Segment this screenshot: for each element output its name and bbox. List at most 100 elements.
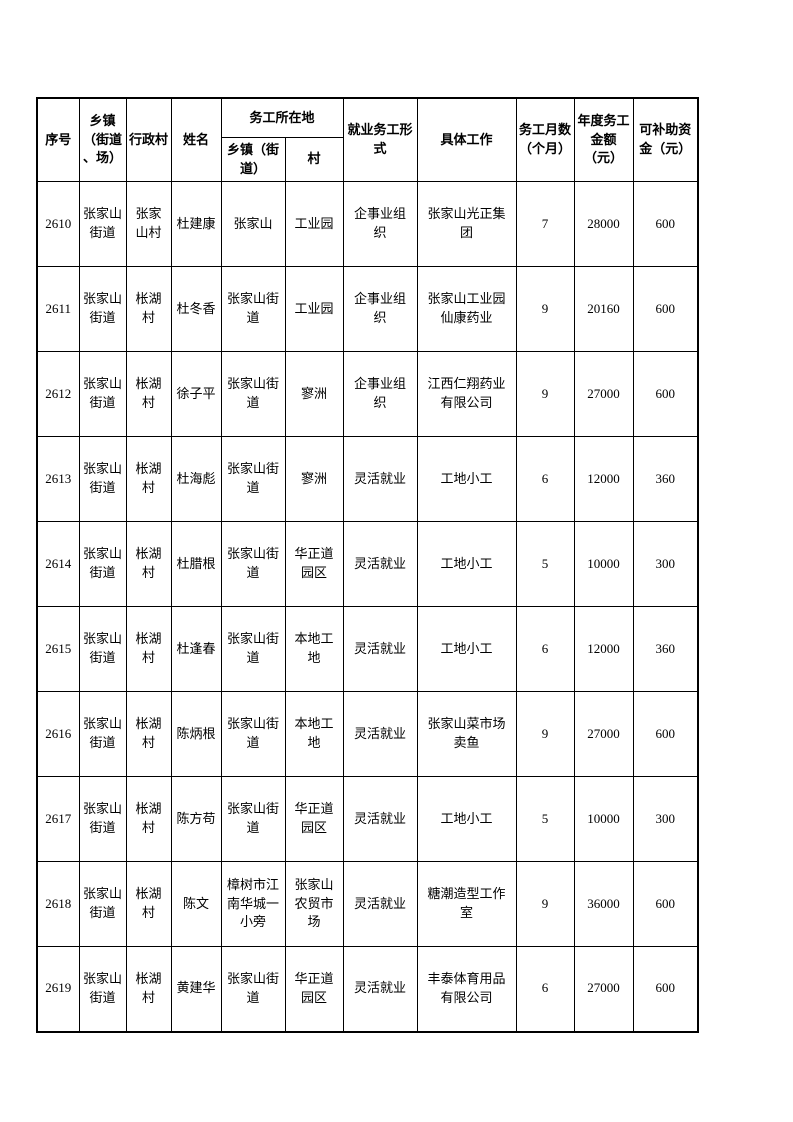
cell-months: 5 bbox=[515, 776, 575, 862]
cell-township: 张家山街道 bbox=[78, 691, 127, 777]
cell-employment-form: 灵活就业 bbox=[342, 776, 418, 862]
cell-annual-amount: 27000 bbox=[573, 691, 634, 777]
header-township: 乡镇 （街道 、场） bbox=[78, 97, 127, 182]
table-row: 2616 张家山街道 枨湖村 陈炳根 张家山街道 本地工地 灵活就业 张家山菜市场卖鱼 9 270… bbox=[36, 691, 699, 777]
cell-employment-form: 灵活就业 bbox=[342, 606, 418, 692]
cell-village: 枨湖村 bbox=[125, 946, 172, 1032]
cell-work-village: 寥洲 bbox=[284, 436, 344, 522]
cell-work-township: 张家山街道 bbox=[220, 946, 286, 1032]
table-row: 2617 张家山街道 枨湖村 陈方苟 张家山街道 华正道园区 灵活就业 工地小工 5 10000 3… bbox=[36, 776, 699, 862]
cell-seq: 2619 bbox=[36, 946, 80, 1032]
cell-employment-form: 灵活就业 bbox=[342, 946, 418, 1032]
cell-employment-form: 企事业组织 bbox=[342, 351, 418, 437]
cell-township: 张家山街道 bbox=[78, 181, 127, 267]
cell-township: 张家山街道 bbox=[78, 606, 127, 692]
cell-work-township: 张家山街道 bbox=[220, 521, 286, 607]
cell-annual-amount: 28000 bbox=[573, 181, 634, 267]
employment-subsidy-table: 序号 乡镇 （街道 、场） 行政村 姓名 务工所在地 就业务工形 式 具体工作 … bbox=[36, 97, 700, 1033]
cell-seq: 2610 bbox=[36, 181, 80, 267]
cell-work-village: 工业园 bbox=[284, 266, 344, 352]
header-village: 行政村 bbox=[125, 97, 172, 182]
cell-job: 工地小工 bbox=[416, 436, 517, 522]
cell-name: 杜冬香 bbox=[170, 266, 222, 352]
cell-work-township: 张家山街道 bbox=[220, 436, 286, 522]
cell-employment-form: 企事业组织 bbox=[342, 181, 418, 267]
header-job: 具体工作 bbox=[416, 97, 517, 182]
header-subsidy: 可补助资 金（元） bbox=[632, 97, 699, 182]
cell-name: 杜海彪 bbox=[170, 436, 222, 522]
table-row: 2613 张家山街道 枨湖村 杜海彪 张家山街道 寥洲 灵活就业 工地小工 6 12000 360 bbox=[36, 436, 699, 522]
header-name: 姓名 bbox=[170, 97, 222, 182]
cell-annual-amount: 10000 bbox=[573, 521, 634, 607]
cell-work-township: 张家山街道 bbox=[220, 351, 286, 437]
cell-job: 工地小工 bbox=[416, 606, 517, 692]
header-seq: 序号 bbox=[36, 97, 80, 182]
cell-employment-form: 灵活就业 bbox=[342, 691, 418, 777]
cell-work-township: 张家山 bbox=[220, 181, 286, 267]
cell-village: 枨湖村 bbox=[125, 776, 172, 862]
cell-employment-form: 企事业组织 bbox=[342, 266, 418, 352]
table-row: 2619 张家山街道 枨湖村 黄建华 张家山街道 华正道园区 灵活就业 丰泰体育用品有限公司 6… bbox=[36, 946, 699, 1032]
cell-village: 枨湖村 bbox=[125, 691, 172, 777]
header-work-location-group: 务工所在地 bbox=[220, 97, 344, 138]
cell-subsidy: 600 bbox=[632, 691, 699, 777]
cell-township: 张家山街道 bbox=[78, 436, 127, 522]
table-body: 2610 张家山街道 张家山村 杜建康 张家山 工业园 企事业组织 张家山光正集团 7 28000… bbox=[36, 181, 699, 1032]
header-months: 务工月数 （个月） bbox=[515, 97, 575, 182]
cell-seq: 2611 bbox=[36, 266, 80, 352]
cell-subsidy: 600 bbox=[632, 266, 699, 352]
cell-work-village: 华正道园区 bbox=[284, 776, 344, 862]
cell-employment-form: 灵活就业 bbox=[342, 521, 418, 607]
cell-work-township: 樟树市江南华城一小旁 bbox=[220, 861, 286, 947]
cell-annual-amount: 12000 bbox=[573, 436, 634, 522]
cell-work-village: 华正道园区 bbox=[284, 946, 344, 1032]
cell-village: 枨湖村 bbox=[125, 606, 172, 692]
cell-name: 陈文 bbox=[170, 861, 222, 947]
cell-name: 杜建康 bbox=[170, 181, 222, 267]
cell-months: 9 bbox=[515, 861, 575, 947]
header-work-township: 乡镇（街 道） bbox=[220, 137, 286, 182]
cell-name: 陈炳根 bbox=[170, 691, 222, 777]
cell-annual-amount: 36000 bbox=[573, 861, 634, 947]
cell-job: 糖潮造型工作室 bbox=[416, 861, 517, 947]
cell-village: 枨湖村 bbox=[125, 351, 172, 437]
cell-seq: 2612 bbox=[36, 351, 80, 437]
cell-job: 张家山光正集团 bbox=[416, 181, 517, 267]
cell-subsidy: 360 bbox=[632, 436, 699, 522]
cell-subsidy: 360 bbox=[632, 606, 699, 692]
cell-work-village: 华正道园区 bbox=[284, 521, 344, 607]
cell-work-township: 张家山街道 bbox=[220, 606, 286, 692]
table-row: 2615 张家山街道 枨湖村 杜逢春 张家山街道 本地工地 灵活就业 工地小工 6 12000 36… bbox=[36, 606, 699, 692]
cell-name: 黄建华 bbox=[170, 946, 222, 1032]
cell-seq: 2617 bbox=[36, 776, 80, 862]
cell-work-village: 本地工地 bbox=[284, 691, 344, 777]
table-row: 2611 张家山街道 枨湖村 杜冬香 张家山街道 工业园 企事业组织 张家山工业园仙康药业 9 2… bbox=[36, 266, 699, 352]
cell-annual-amount: 27000 bbox=[573, 946, 634, 1032]
header-employment-form: 就业务工形 式 bbox=[342, 97, 418, 182]
cell-name: 徐子平 bbox=[170, 351, 222, 437]
cell-work-village: 寥洲 bbox=[284, 351, 344, 437]
cell-work-township: 张家山街道 bbox=[220, 266, 286, 352]
table-row: 2612 张家山街道 枨湖村 徐子平 张家山街道 寥洲 企事业组织 江西仁翔药业有限公司 9 27… bbox=[36, 351, 699, 437]
cell-township: 张家山街道 bbox=[78, 521, 127, 607]
cell-township: 张家山街道 bbox=[78, 861, 127, 947]
cell-name: 杜逢春 bbox=[170, 606, 222, 692]
cell-name: 陈方苟 bbox=[170, 776, 222, 862]
cell-subsidy: 300 bbox=[632, 776, 699, 862]
cell-months: 9 bbox=[515, 351, 575, 437]
cell-township: 张家山街道 bbox=[78, 776, 127, 862]
cell-job: 江西仁翔药业有限公司 bbox=[416, 351, 517, 437]
cell-village: 枨湖村 bbox=[125, 266, 172, 352]
cell-employment-form: 灵活就业 bbox=[342, 861, 418, 947]
cell-job: 工地小工 bbox=[416, 776, 517, 862]
cell-village: 枨湖村 bbox=[125, 436, 172, 522]
header-annual-amount: 年度务工 金额 （元） bbox=[573, 97, 634, 182]
cell-annual-amount: 12000 bbox=[573, 606, 634, 692]
cell-seq: 2614 bbox=[36, 521, 80, 607]
table-row: 2614 张家山街道 枨湖村 杜腊根 张家山街道 华正道园区 灵活就业 工地小工 5 10000 3… bbox=[36, 521, 699, 607]
cell-months: 7 bbox=[515, 181, 575, 267]
cell-months: 6 bbox=[515, 606, 575, 692]
cell-village: 枨湖村 bbox=[125, 861, 172, 947]
document-page: 序号 乡镇 （街道 、场） 行政村 姓名 务工所在地 就业务工形 式 具体工作 … bbox=[36, 97, 700, 1033]
cell-work-village: 工业园 bbox=[284, 181, 344, 267]
